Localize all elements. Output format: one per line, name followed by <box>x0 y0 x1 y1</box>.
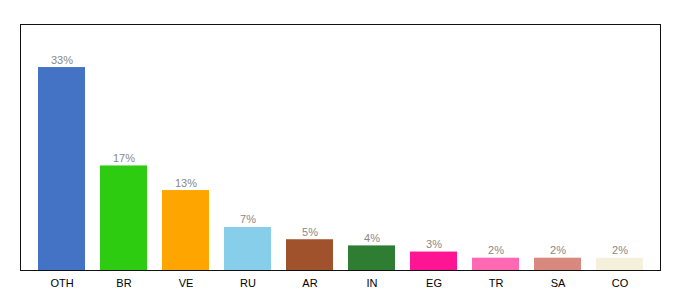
svg-text:RU: RU <box>240 277 256 289</box>
svg-text:CO: CO <box>612 277 629 289</box>
svg-text:7%: 7% <box>240 213 256 225</box>
svg-text:TR: TR <box>489 277 504 289</box>
svg-text:2%: 2% <box>488 244 504 256</box>
svg-text:VE: VE <box>179 277 194 289</box>
svg-text:EG: EG <box>426 277 442 289</box>
svg-text:13%: 13% <box>175 177 197 189</box>
svg-text:2%: 2% <box>550 244 566 256</box>
svg-text:3%: 3% <box>426 238 442 250</box>
svg-text:SA: SA <box>551 277 566 289</box>
svg-text:5%: 5% <box>302 226 318 238</box>
svg-text:17%: 17% <box>113 152 135 164</box>
svg-text:2%: 2% <box>612 244 628 256</box>
svg-text:AR: AR <box>302 277 317 289</box>
svg-text:4%: 4% <box>364 232 380 244</box>
svg-text:OTH: OTH <box>50 277 73 289</box>
svg-text:BR: BR <box>116 277 131 289</box>
svg-text:IN: IN <box>367 277 378 289</box>
svg-text:33%: 33% <box>51 54 73 66</box>
